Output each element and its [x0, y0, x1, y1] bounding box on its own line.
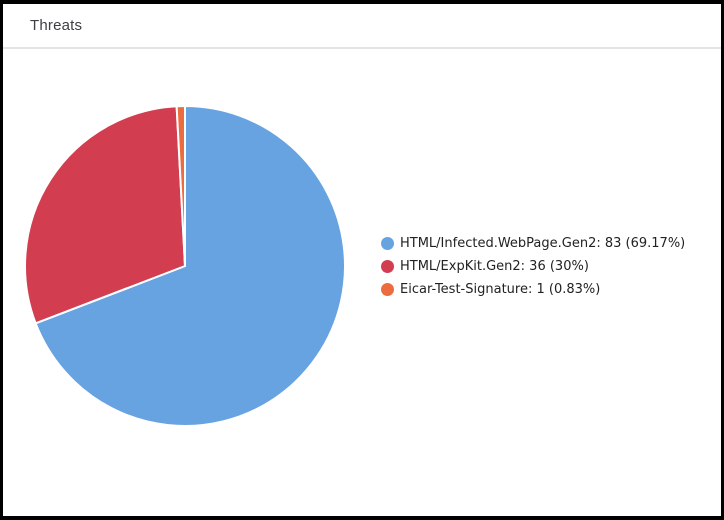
legend-item[interactable]: HTML/Infected.WebPage.Gen2: 83 (69.17%): [381, 235, 686, 251]
legend-label: HTML/Infected.WebPage.Gen2: 83 (69.17%): [400, 235, 686, 251]
legend-dot: [381, 283, 394, 296]
pie-slice-0[interactable]: [34, 105, 346, 427]
pie-slice-2[interactable]: [175, 105, 186, 267]
pie-chart: [24, 105, 346, 427]
legend-dot: [381, 237, 394, 250]
legend-dot: [381, 260, 394, 273]
legend-label: HTML/ExpKit.Gen2: 36 (30%): [400, 258, 589, 274]
pie-chart-area: HTML/Infected.WebPage.Gen2: 83 (69.17%) …: [3, 49, 721, 516]
legend-item[interactable]: Eicar-Test-Signature: 1 (0.83%): [381, 281, 685, 297]
pie-slice-1[interactable]: [24, 105, 186, 325]
panel-title: Threats: [30, 17, 83, 34]
panel-header: Threats: [3, 4, 721, 49]
legend-label: Eicar-Test-Signature: 1 (0.83%): [400, 281, 601, 297]
chart-legend: HTML/Infected.WebPage.Gen2: 83 (69.17%) …: [381, 235, 686, 306]
legend-item[interactable]: HTML/ExpKit.Gen2: 36 (30%): [381, 258, 685, 274]
